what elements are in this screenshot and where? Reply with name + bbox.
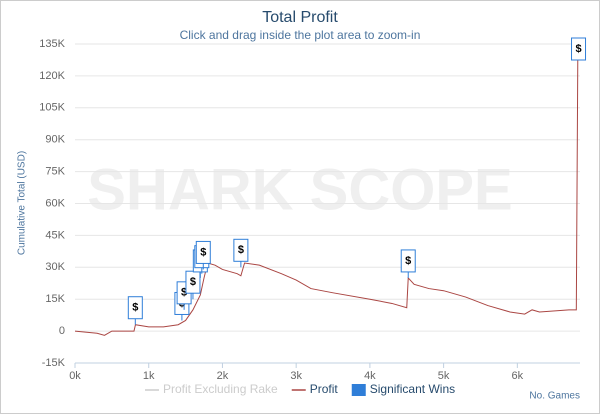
y-tick-label: 30K (45, 261, 65, 273)
legend-label: Profit (310, 382, 339, 396)
flag-box (400, 249, 416, 273)
flag-label: $ (181, 287, 187, 299)
flag-label: $ (405, 255, 411, 267)
x-tick-label: 6k (512, 370, 524, 382)
line-series (74, 50, 580, 336)
legend-symbol (351, 384, 366, 396)
significant-win-flag: $ (127, 296, 143, 325)
chart-title: Total Profit (262, 9, 338, 26)
flag-box (571, 37, 587, 61)
flag-label: $ (190, 276, 196, 288)
y-tick-label: 45K (45, 229, 65, 241)
significant-win-flag: $ (233, 238, 249, 268)
y-tick-label: 105K (39, 102, 65, 114)
x-tick-label: 3k (290, 370, 302, 382)
flag-box (127, 296, 143, 320)
significant-win-flag: $ (571, 37, 587, 61)
significant-win-flag: $ (195, 240, 211, 270)
significant-win-flag: $ (400, 249, 416, 278)
y-tick-label: 15K (45, 293, 65, 305)
x-tick-label: 0k (69, 370, 81, 382)
x-axis-title: No. Games (529, 391, 580, 402)
y-tick-label: 0 (59, 325, 65, 337)
flag-box (195, 240, 211, 264)
x-tick-label: 4k (364, 370, 376, 382)
legend-label: Profit Excluding Rake (163, 382, 278, 396)
legend-label: Significant Wins (370, 382, 455, 396)
y-axis-title: Cumulative Total (USD) (17, 151, 28, 255)
x-tick-label: 5k (438, 370, 450, 382)
flag-box (233, 238, 249, 262)
flag-label: $ (200, 246, 206, 258)
flag-label: $ (238, 244, 244, 256)
y-tick-label: -15K (42, 357, 66, 369)
flag-label: $ (132, 302, 138, 314)
watermark: SHARK SCOPE (87, 157, 512, 222)
y-tick-label: 75K (45, 166, 65, 178)
flag-label: $ (575, 43, 581, 55)
x-tick-label: 1k (143, 370, 155, 382)
y-tick-label: 135K (39, 38, 65, 50)
y-tick-label: 60K (45, 197, 65, 209)
y-tick-label: 120K (39, 70, 65, 82)
x-tick-label: 2k (217, 370, 229, 382)
y-tick-label: 90K (45, 134, 65, 146)
chart-subtitle: Click and drag inside the plot area to z… (180, 28, 421, 42)
